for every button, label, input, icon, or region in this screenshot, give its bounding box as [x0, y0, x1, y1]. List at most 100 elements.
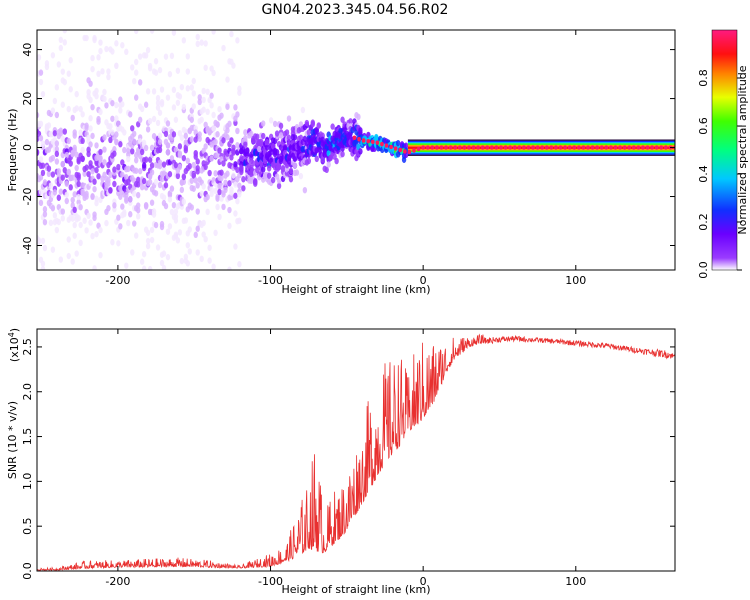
y-tick-label: 2.5 [21, 338, 34, 356]
carrier-peak [361, 138, 366, 143]
heat-cell [179, 134, 185, 141]
heat-cell [191, 77, 196, 85]
heat-cell [56, 218, 62, 226]
carrier-peak [590, 145, 595, 150]
heat-cell [175, 99, 181, 106]
heat-cell [52, 97, 58, 105]
heat-cell [233, 161, 238, 168]
heat-cell [48, 219, 54, 227]
heat-cell [96, 54, 101, 61]
carrier-peak [462, 145, 467, 150]
heat-cell [42, 210, 48, 218]
heat-cell [278, 132, 284, 139]
carrier-peak [558, 145, 563, 150]
heat-cell [300, 106, 306, 114]
heat-cell [134, 58, 139, 66]
heat-cell [98, 47, 103, 55]
heat-cell [54, 140, 60, 147]
carrier-peak [352, 135, 357, 140]
heat-cell [56, 168, 62, 175]
heat-cell [132, 190, 137, 197]
heat-cell [257, 145, 262, 153]
carrier-peak [641, 145, 645, 150]
heat-cell [108, 186, 113, 194]
heat-cell [128, 195, 133, 203]
heat-cell [155, 244, 161, 251]
heat-cell [219, 112, 224, 119]
carrier-line-band [407, 150, 675, 153]
heat-cell [90, 193, 95, 201]
heat-cell [201, 106, 206, 113]
heat-cell [44, 60, 50, 67]
carrier-peak [645, 145, 650, 150]
heat-cell [110, 99, 115, 107]
heat-cell [106, 73, 111, 81]
heat-cell [88, 125, 93, 132]
heat-cell [280, 165, 286, 172]
heat-cell [189, 136, 194, 143]
carrier-peak [375, 140, 380, 145]
heat-cell [114, 101, 119, 109]
y-tick-label: 40 [21, 43, 34, 57]
heat-cell [92, 34, 97, 42]
heat-cell [167, 223, 173, 230]
heat-cell [60, 68, 65, 75]
heat-cell [58, 36, 64, 44]
heat-cell [128, 111, 133, 118]
heat-cell [266, 165, 272, 172]
heat-cell [143, 52, 149, 59]
carrier-peak [512, 145, 517, 150]
heat-cell [270, 176, 276, 184]
heat-cell [102, 146, 107, 153]
heat-cell [181, 103, 187, 111]
heat-cell [167, 70, 173, 78]
heat-cell [52, 130, 58, 137]
heat-cell [37, 54, 42, 61]
heat-cell [167, 196, 173, 203]
heat-cell [118, 193, 123, 200]
heat-cell [155, 94, 161, 102]
heat-cell [62, 78, 67, 86]
x-tick-label: -200 [105, 575, 130, 588]
heat-cell [211, 111, 216, 119]
heat-cell [171, 201, 177, 209]
heat-cell [126, 165, 131, 173]
heat-cell [135, 206, 141, 214]
heat-cell [141, 250, 147, 258]
carrier-peak [485, 145, 490, 150]
heat-cell [215, 121, 220, 128]
carrier-peak [490, 145, 494, 150]
heat-cell [139, 184, 145, 191]
heat-cell [143, 156, 149, 163]
carrier-peak [389, 144, 393, 150]
heat-cell [157, 138, 163, 146]
heat-cell [40, 169, 46, 177]
heat-cell [72, 132, 77, 139]
heat-cell [227, 266, 232, 270]
heat-cell [46, 165, 52, 172]
heat-cell [56, 61, 62, 68]
heat-cell [145, 46, 151, 54]
heat-cell [64, 180, 69, 187]
heat-cell [122, 209, 127, 216]
carrier-peak [393, 146, 398, 151]
heat-cell [62, 39, 67, 46]
heat-cell [261, 132, 266, 140]
snr-y-label: SNR (10 * v/v) [6, 401, 19, 479]
heat-cell [74, 151, 79, 159]
x-tick-label: -200 [105, 274, 130, 287]
heat-cell [130, 249, 135, 256]
heat-cell [122, 129, 127, 136]
heat-cell [134, 232, 139, 239]
heat-cell [171, 104, 177, 111]
heat-cell [124, 191, 129, 199]
heat-cell [92, 265, 97, 270]
heat-cell [209, 92, 214, 99]
heat-cell [235, 166, 240, 174]
heat-cell [76, 214, 81, 222]
heat-cell [96, 173, 101, 180]
heat-cell [195, 182, 200, 189]
y-tick-label: 0 [21, 144, 34, 151]
heat-cell [124, 174, 129, 181]
carrier-peak [627, 145, 632, 150]
